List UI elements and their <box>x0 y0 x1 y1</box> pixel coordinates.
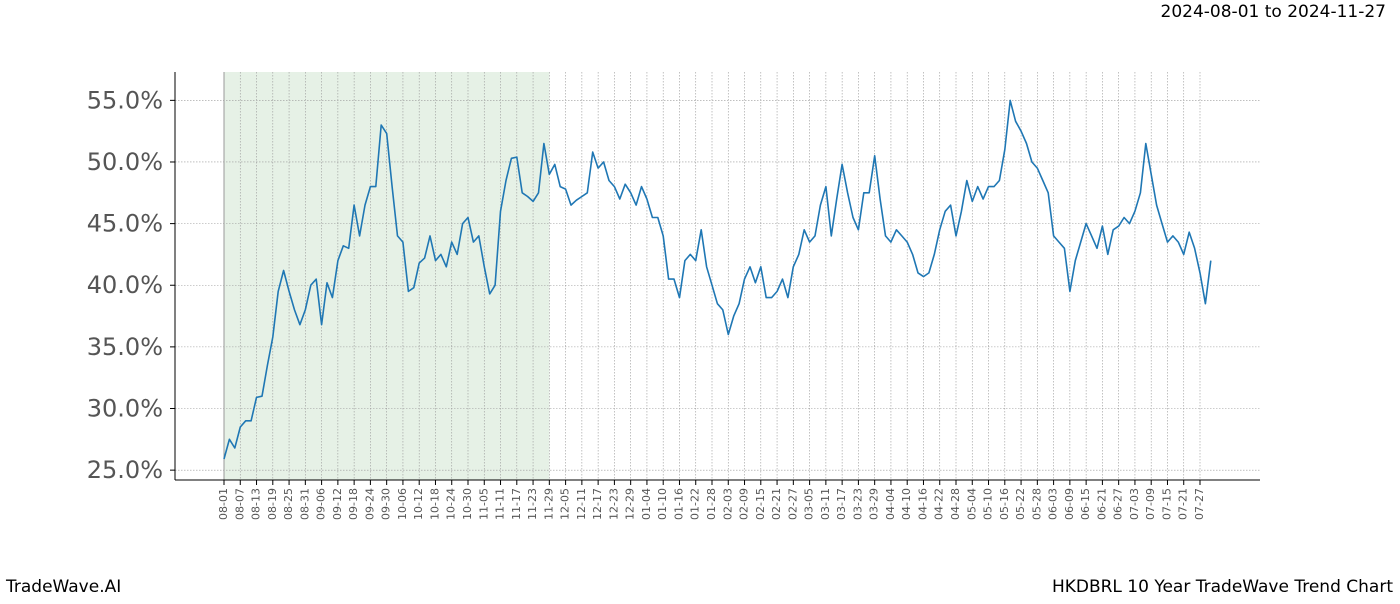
x-tick-label: 11-29 <box>542 488 555 520</box>
grid-layer <box>175 72 1260 480</box>
y-tick-label: 45.0% <box>87 210 163 238</box>
x-tick-label: 09-06 <box>315 488 328 520</box>
x-tick-label: 05-16 <box>998 488 1011 520</box>
x-tick-label: 05-28 <box>1030 488 1043 520</box>
x-tick-label: 01-22 <box>689 488 702 520</box>
x-tick-label: 01-28 <box>705 488 718 520</box>
x-tick-label: 08-25 <box>282 488 295 520</box>
x-tick-label: 12-23 <box>607 488 620 520</box>
x-tick-label: 10-24 <box>445 488 458 520</box>
x-tick-label: 02-03 <box>721 488 734 520</box>
y-tick-label: 35.0% <box>87 333 163 361</box>
x-tick-label: 09-18 <box>347 488 360 520</box>
y-tick-label: 40.0% <box>87 271 163 299</box>
x-tick-label: 11-05 <box>477 488 490 520</box>
x-tick-label: 01-10 <box>656 488 669 520</box>
x-tick-label: 12-05 <box>559 488 572 520</box>
x-tick-label: 06-09 <box>1063 488 1076 520</box>
x-tick-label: 06-21 <box>1095 488 1108 520</box>
y-tick-label: 55.0% <box>87 86 163 114</box>
x-tick-label: 02-09 <box>738 488 751 520</box>
x-tick-label: 08-01 <box>217 488 230 520</box>
x-tick-label: 01-16 <box>672 488 685 520</box>
x-tick-label: 07-21 <box>1177 488 1190 520</box>
y-tick-label: 50.0% <box>87 148 163 176</box>
x-tick-label: 02-27 <box>786 488 799 520</box>
x-tick-label: 11-23 <box>526 488 539 520</box>
x-tick-label: 07-15 <box>1160 488 1173 520</box>
x-tick-label: 11-17 <box>510 488 523 520</box>
y-tick-label: 30.0% <box>87 395 163 423</box>
x-tick-label: 08-07 <box>233 488 246 520</box>
x-tick-label: 03-23 <box>851 488 864 520</box>
trend-line <box>223 99 1212 460</box>
x-tick-label: 06-03 <box>1047 488 1060 520</box>
chart-title: HKDBRL 10 Year TradeWave Trend Chart <box>1052 577 1393 597</box>
x-tick-label: 02-15 <box>754 488 767 520</box>
watermark: TradeWave.AI <box>5 577 121 597</box>
x-tick-label: 10-06 <box>396 488 409 520</box>
x-tick-label: 07-03 <box>1128 488 1141 520</box>
x-tick-label: 08-31 <box>298 488 311 520</box>
x-tick-label: 08-19 <box>266 488 279 520</box>
date-range: 2024-08-01 to 2024-11-27 <box>1161 2 1386 22</box>
x-tick-label: 03-05 <box>803 488 816 520</box>
x-tick-label: 03-17 <box>835 488 848 520</box>
x-tick-label: 05-10 <box>982 488 995 520</box>
x-tick-label: 04-16 <box>916 488 929 520</box>
x-tick-label: 03-11 <box>819 488 832 520</box>
x-tick-label: 05-04 <box>965 488 978 520</box>
x-tick-label: 04-22 <box>933 488 946 520</box>
x-tick-label: 12-29 <box>624 488 637 520</box>
x-tick-label: 10-18 <box>428 488 441 520</box>
x-tick-label: 09-30 <box>380 488 393 520</box>
x-tick-label: 11-11 <box>494 488 507 520</box>
x-tick-label: 12-11 <box>575 488 588 520</box>
x-tick-label: 12-17 <box>591 488 604 520</box>
x-tick-label: 10-30 <box>461 488 474 520</box>
x-tick-label: 01-04 <box>640 488 653 520</box>
x-tick-label: 04-04 <box>884 488 897 520</box>
x-tick-label: 06-27 <box>1112 488 1125 520</box>
x-tick-label: 02-21 <box>770 488 783 520</box>
x-tick-label: 04-10 <box>900 488 913 520</box>
y-tick-label: 25.0% <box>87 456 163 484</box>
x-tick-label: 09-24 <box>363 488 376 520</box>
x-tick-label: 07-09 <box>1144 488 1157 520</box>
x-tick-label: 05-22 <box>1014 488 1027 520</box>
x-tick-label: 04-28 <box>949 488 962 520</box>
x-tick-label: 10-12 <box>412 488 425 520</box>
x-tick-label: 07-27 <box>1193 488 1206 520</box>
x-tick-label: 06-15 <box>1079 488 1092 520</box>
x-tick-label: 08-13 <box>250 488 263 520</box>
x-tick-label: 09-12 <box>331 488 344 520</box>
x-tick-label: 03-29 <box>868 488 881 520</box>
